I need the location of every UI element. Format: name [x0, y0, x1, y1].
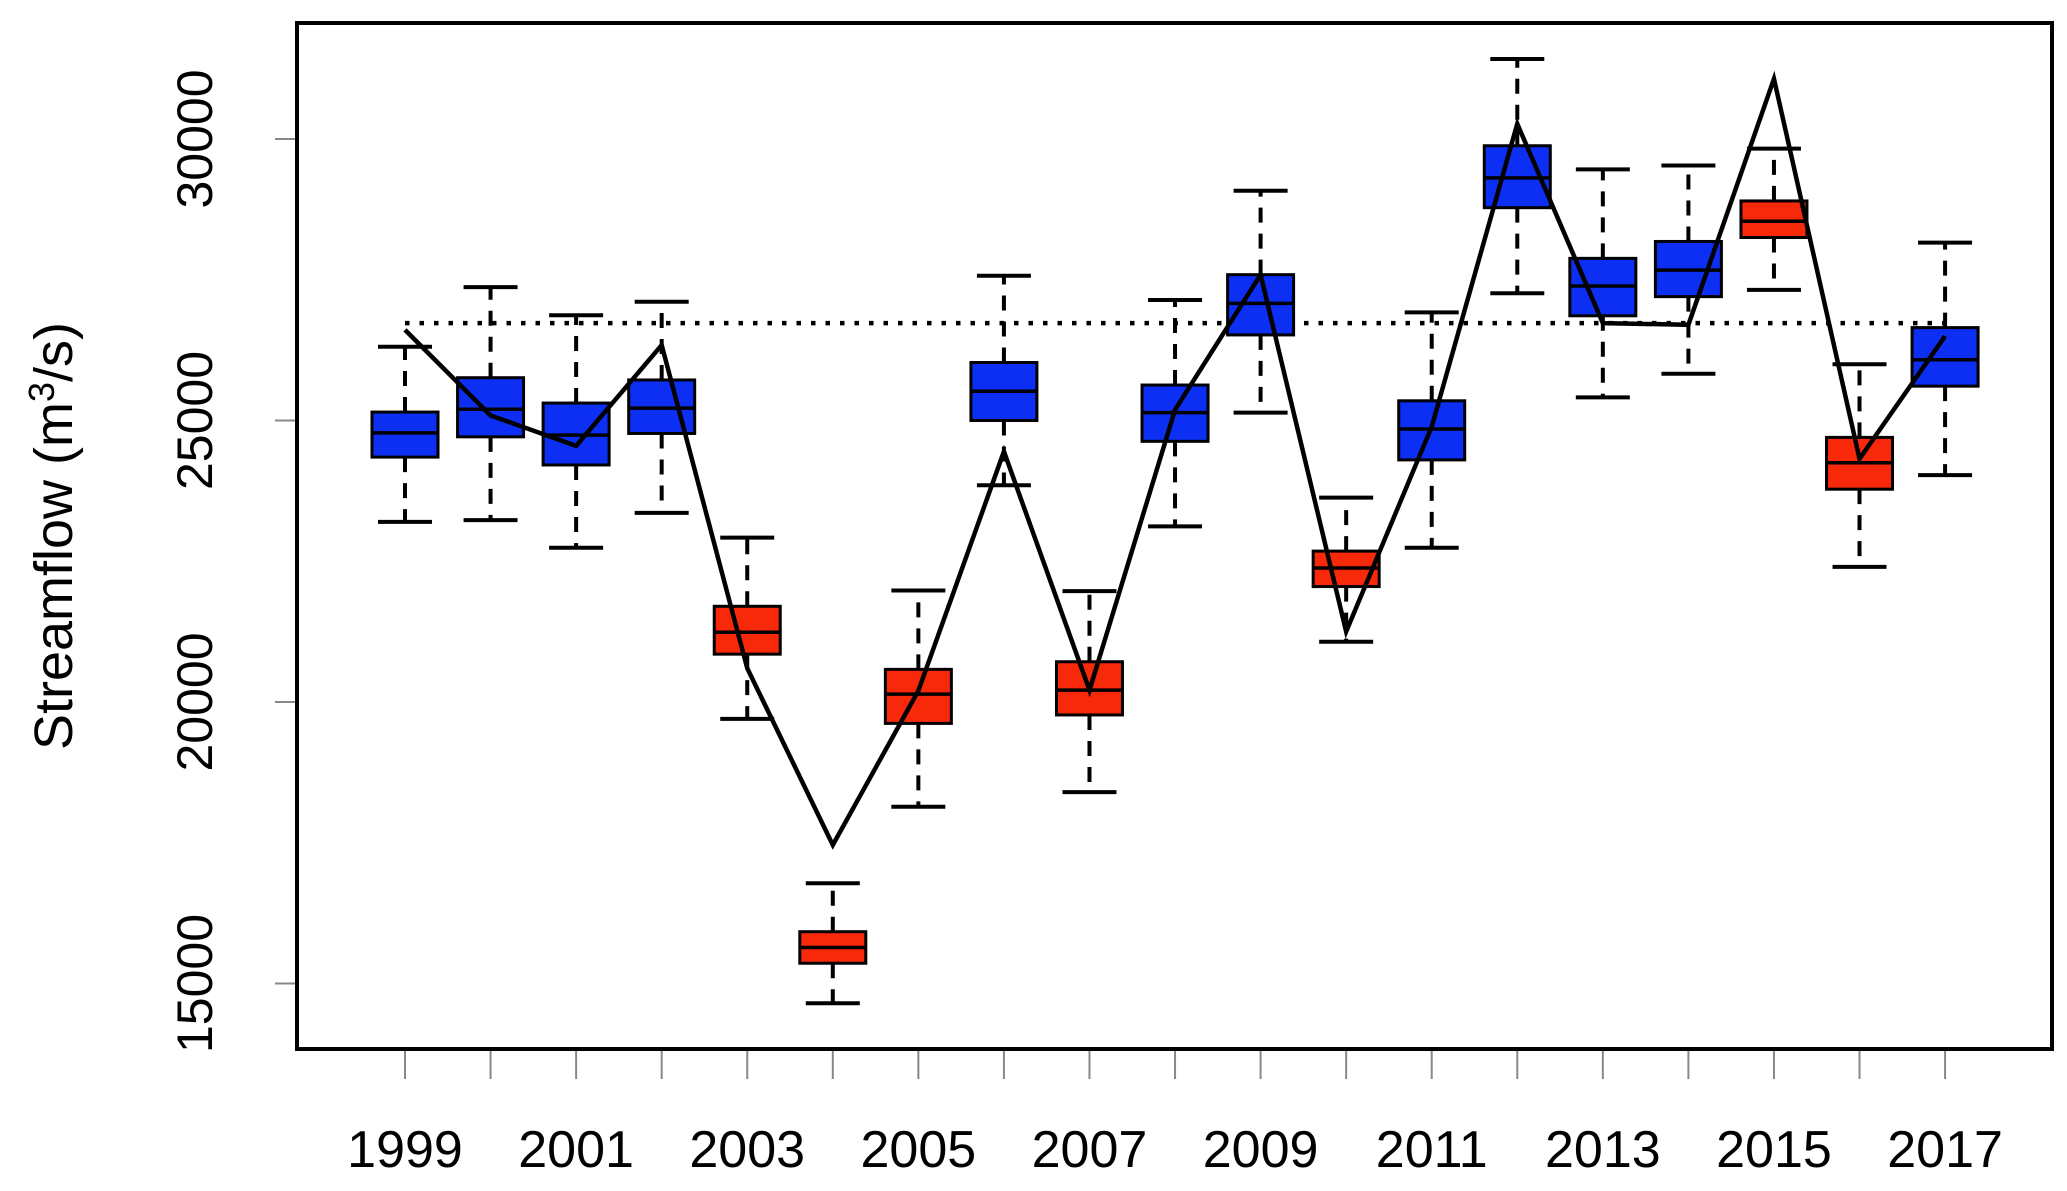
x-axis-tick-label: 2013 — [1545, 1121, 1661, 1179]
boxplot-2014 — [1653, 163, 1723, 376]
y-axis-tick-label: 20000 — [167, 632, 223, 771]
boxplot-2002 — [627, 299, 697, 515]
iqr-box — [1739, 199, 1809, 240]
boxplot-2015 — [1739, 146, 1809, 292]
y-axis-tick-label: 30000 — [167, 69, 223, 208]
x-axis-tick-label: 2015 — [1716, 1121, 1832, 1179]
x-axis-tick-label: 2003 — [689, 1121, 805, 1179]
boxplot-2004 — [798, 881, 868, 1006]
boxplot-2007 — [1054, 589, 1124, 795]
boxplot-2010 — [1311, 495, 1381, 644]
boxplot-2001 — [541, 313, 611, 550]
observed-streamflow-line — [403, 70, 1947, 850]
y-axis-title: Streamflow (m3/s) — [21, 322, 84, 750]
boxplot-1999 — [370, 344, 440, 524]
x-axis-tick-label: 2011 — [1376, 1121, 1488, 1179]
boxplot-2013 — [1568, 167, 1638, 400]
iqr-box — [883, 667, 953, 725]
y-axis-tick-label: 15000 — [167, 914, 223, 1053]
plot-border — [295, 21, 2054, 1051]
boxplot-2000 — [456, 285, 526, 523]
boxplot-2017 — [1910, 240, 1980, 478]
x-axis-tick-label: 2017 — [1887, 1121, 2003, 1179]
y-axis-tick-label: 25000 — [167, 351, 223, 490]
iqr-box — [712, 604, 782, 656]
x-axis-tick-label: 1999 — [347, 1121, 463, 1179]
iqr-box — [456, 376, 526, 439]
x-axis-tick-label: 2009 — [1203, 1121, 1319, 1179]
boxplot-2003 — [712, 535, 782, 721]
x-axis-tick-label: 2005 — [861, 1121, 977, 1179]
boxplot-2006 — [969, 273, 1039, 488]
x-axis-tick-label: 2001 — [518, 1121, 634, 1179]
boxplot-2016 — [1825, 362, 1895, 569]
x-axis-tick-label: 2007 — [1032, 1121, 1148, 1179]
boxplot-2009 — [1226, 188, 1296, 415]
boxplot-2005 — [883, 588, 953, 809]
